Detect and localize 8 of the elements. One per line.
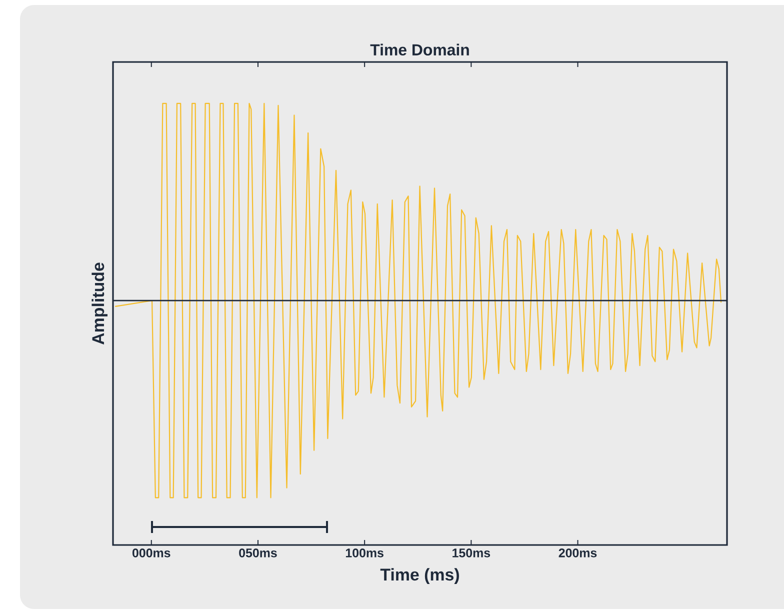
x-tick-label: 000ms <box>132 548 170 558</box>
x-axis-title: Time (ms) <box>380 568 459 584</box>
chart-title: Time Domain <box>370 44 469 56</box>
x-tick-label: 200ms <box>558 548 597 558</box>
y-axis-title: Amplitude <box>92 262 108 344</box>
x-tick-label: 100ms <box>346 548 384 558</box>
x-tick-label: 050ms <box>239 548 277 558</box>
x-tick-label: 150ms <box>452 548 490 558</box>
